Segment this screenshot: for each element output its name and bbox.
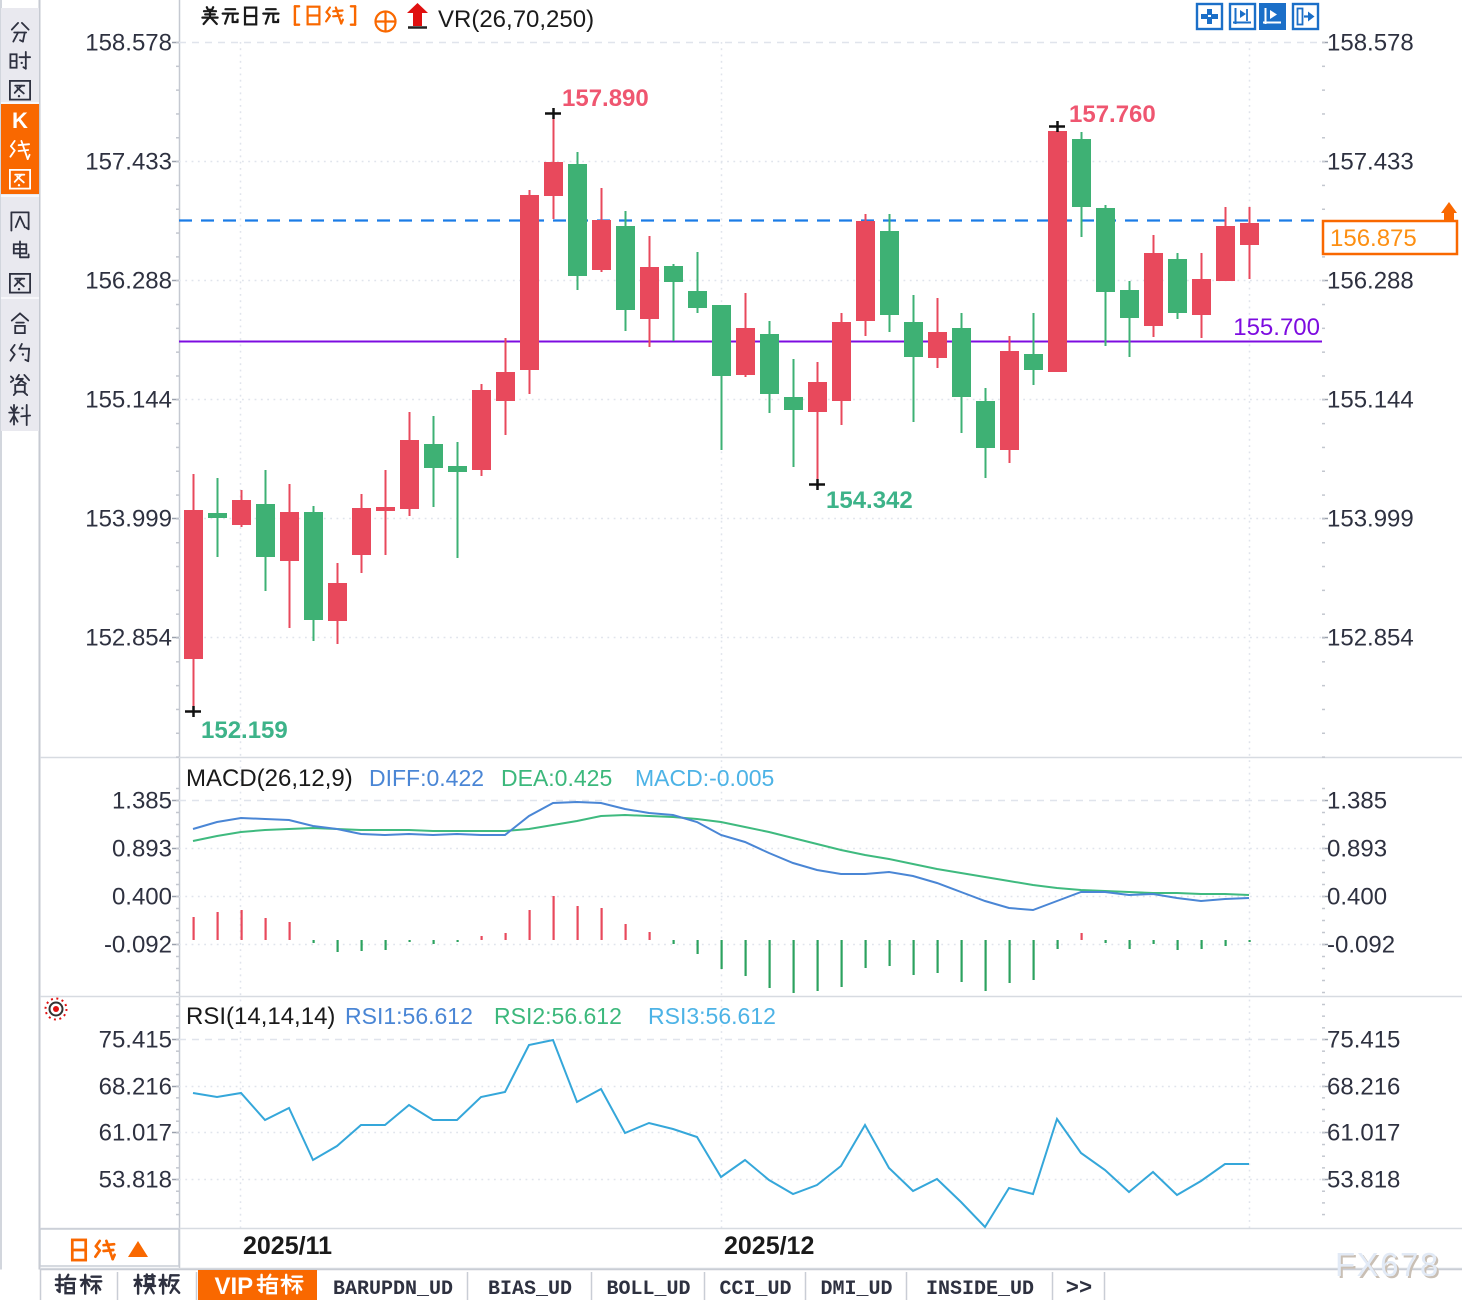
svg-text:2025/12: 2025/12 [724, 1232, 814, 1260]
svg-text:152.854: 152.854 [1327, 625, 1414, 652]
svg-text:DIFF:0.422: DIFF:0.422 [369, 765, 484, 791]
svg-text:-0.092: -0.092 [1327, 932, 1395, 959]
svg-text:152.854: 152.854 [85, 625, 172, 652]
svg-text:RSI3:56.612: RSI3:56.612 [648, 1003, 776, 1029]
svg-text:155.700: 155.700 [1233, 314, 1320, 341]
svg-text:61.017: 61.017 [1327, 1120, 1400, 1147]
svg-text:INSIDE_UD: INSIDE_UD [926, 1278, 1034, 1300]
svg-text:157.433: 157.433 [1327, 149, 1414, 176]
svg-text:156.875: 156.875 [1330, 225, 1417, 252]
svg-text:RSI2:56.612: RSI2:56.612 [494, 1003, 622, 1029]
svg-text:VIP: VIP [215, 1273, 254, 1300]
svg-text:152.159: 152.159 [201, 717, 288, 744]
svg-text:FX678: FX678 [1335, 1246, 1440, 1283]
svg-text:154.342: 154.342 [826, 487, 913, 514]
svg-text:MACD:-0.005: MACD:-0.005 [635, 765, 774, 791]
svg-text:-0.092: -0.092 [104, 932, 172, 959]
svg-text:53.818: 53.818 [1327, 1167, 1400, 1194]
svg-text:158.578: 158.578 [85, 30, 172, 57]
svg-text:VR(26,70,250): VR(26,70,250) [438, 6, 594, 33]
svg-text:DEA:0.425: DEA:0.425 [501, 765, 612, 791]
svg-text:68.216: 68.216 [99, 1074, 172, 1101]
svg-text:MACD(26,12,9): MACD(26,12,9) [186, 765, 353, 792]
svg-text:DMI_UD: DMI_UD [820, 1278, 892, 1300]
svg-text:158.578: 158.578 [1327, 30, 1414, 57]
svg-text:2025/11: 2025/11 [243, 1232, 332, 1260]
svg-text:75.415: 75.415 [99, 1027, 172, 1054]
svg-text:156.288: 156.288 [85, 268, 172, 295]
svg-text:0.400: 0.400 [112, 884, 172, 911]
svg-text:157.890: 157.890 [562, 85, 649, 112]
svg-text:157.433: 157.433 [85, 149, 172, 176]
svg-text:BOLL_UD: BOLL_UD [606, 1278, 690, 1300]
svg-text:53.818: 53.818 [99, 1167, 172, 1194]
svg-text:0.893: 0.893 [112, 836, 172, 863]
svg-text:155.144: 155.144 [1327, 387, 1414, 414]
svg-text:BARUPDN_UD: BARUPDN_UD [333, 1278, 453, 1300]
svg-text:155.144: 155.144 [85, 387, 172, 414]
svg-text:CCI_UD: CCI_UD [719, 1278, 791, 1300]
svg-text:RSI(14,14,14): RSI(14,14,14) [186, 1003, 335, 1030]
svg-text:157.760: 157.760 [1069, 101, 1156, 128]
svg-text:61.017: 61.017 [99, 1120, 172, 1147]
svg-text:68.216: 68.216 [1327, 1074, 1400, 1101]
svg-text:153.999: 153.999 [85, 506, 172, 533]
svg-text:0.400: 0.400 [1327, 884, 1387, 911]
svg-text:156.288: 156.288 [1327, 268, 1414, 295]
svg-text:FX678: FX678 [1337, 1248, 1442, 1285]
svg-text:RSI1:56.612: RSI1:56.612 [345, 1003, 473, 1029]
svg-text:1.385: 1.385 [112, 788, 172, 815]
svg-text:1.385: 1.385 [1327, 788, 1387, 815]
svg-text:0.893: 0.893 [1327, 836, 1387, 863]
svg-text:>>: >> [1066, 1276, 1092, 1300]
svg-text:BIAS_UD: BIAS_UD [488, 1278, 572, 1300]
svg-text:K: K [12, 108, 28, 133]
svg-text:153.999: 153.999 [1327, 506, 1414, 533]
svg-text:75.415: 75.415 [1327, 1027, 1400, 1054]
